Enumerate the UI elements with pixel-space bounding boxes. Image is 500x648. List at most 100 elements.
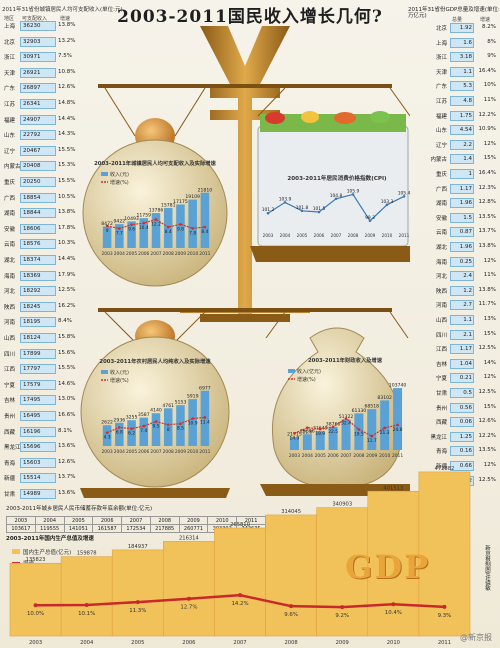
right-row-region: 贵州 <box>435 405 447 412</box>
bar <box>302 434 312 450</box>
left-row-income: 22792 <box>20 130 56 141</box>
gdp-bar <box>60 556 113 637</box>
left-row-region: 辽宁 <box>4 148 16 155</box>
chart-title: 2003-2011年居民消费价格指数(CPI) <box>287 174 387 182</box>
right-row-growth: 13.5% <box>478 447 496 454</box>
growth-value-label: 21.3 <box>380 430 390 436</box>
right-row-region: 山西 <box>435 318 447 324</box>
right-row-total: 0.56 <box>450 402 474 413</box>
growth-value-label: 10.9 <box>188 421 198 427</box>
growth-line <box>106 218 205 230</box>
growth-point <box>383 426 386 430</box>
x-tick-label: 2003 <box>263 233 274 238</box>
legend-label-bar: 收入(亿元) <box>297 368 321 375</box>
upper-beam <box>98 84 392 88</box>
right-row-region: 内蒙古 <box>430 157 447 164</box>
left-row-growth: 13.8% <box>58 209 76 216</box>
left-row-growth: 17.8% <box>58 224 76 231</box>
growth-value-label: 10.4 <box>139 225 149 231</box>
right-row-total: 2.1 <box>450 329 474 340</box>
bar <box>188 399 197 446</box>
growth-value-label: 7.8 <box>189 230 196 236</box>
gdp-bar-value-label: 184937 <box>128 544 148 550</box>
gdp-bar-value-label: 472882 <box>435 466 455 472</box>
left-row-growth: 8.1% <box>58 427 72 434</box>
growth-value-label: 12.2 <box>151 221 161 227</box>
right-row-region: 四川 <box>435 332 447 339</box>
left-row-growth: 15.3% <box>58 162 76 169</box>
right-col-growth: 增速 <box>480 17 491 23</box>
left-row-growth: 14.4% <box>58 256 76 262</box>
bar <box>176 405 185 446</box>
growth-value-label: 8.5 <box>177 426 184 432</box>
left-row-region: 山西 <box>4 336 16 342</box>
growth-value-label: 19.9 <box>315 431 325 437</box>
right-row-growth: 16.4% <box>478 170 496 176</box>
bar-value-label: 4140 <box>150 408 162 414</box>
bar <box>188 199 197 248</box>
right-row-region: 山东 <box>435 128 447 135</box>
growth-point <box>396 423 399 427</box>
deposit-value: 119555 <box>34 524 65 533</box>
left-row-income: 30971 <box>20 52 56 63</box>
growth-point <box>293 432 296 435</box>
watermark: @新京报 <box>460 633 492 642</box>
left-row-region: 新疆 <box>4 476 16 483</box>
cpi-point <box>351 193 355 196</box>
growth-point <box>166 225 170 229</box>
left-row-growth: 10.5% <box>58 193 76 200</box>
left-row-region: 安徽 <box>4 226 16 233</box>
deposit-value: 103617 <box>6 524 36 533</box>
growth-point <box>203 416 207 419</box>
left-row-growth: 16.6% <box>58 412 76 418</box>
gdp-legend-label: 国内生产总值(亿元) <box>23 548 71 556</box>
left-panel-unit: (单位:元) <box>100 7 123 13</box>
bar <box>139 218 149 248</box>
left-row-income: 20250 <box>20 177 56 187</box>
x-tick-label: 2004 <box>80 640 94 646</box>
left-row-region: 河南 <box>4 320 16 327</box>
growth-value-label: 11.7 <box>367 438 377 444</box>
left-row-region: 陕西 <box>4 304 16 311</box>
right-row-total: 1.6 <box>450 37 474 48</box>
gdp-bar <box>367 490 420 637</box>
x-tick-label: 2003 <box>102 449 113 455</box>
growth-point <box>154 218 158 221</box>
x-tick-label: 2011 <box>399 233 410 238</box>
left-col-income: 可支配收入 <box>22 16 48 22</box>
gdp-bar <box>214 527 266 637</box>
growth-value-label: 6.2 <box>128 431 135 437</box>
growth-value-label: 7.4 <box>140 428 147 434</box>
x-tick-label: 2005 <box>126 251 137 257</box>
left-row-income: 20408 <box>20 161 56 172</box>
left-row-growth: 14.8% <box>58 100 76 106</box>
right-row-region: 黑龙江 <box>430 434 447 441</box>
left-row-growth: 15.5% <box>58 178 76 184</box>
x-tick-label: 2009 <box>365 233 376 238</box>
deposit-table: 2003 2004 2005 2006 2007 2008 2009 2010 2011 103… <box>6 516 266 533</box>
gdp-bar-value-label: 401513 <box>383 485 403 491</box>
right-row-region: 陕西 <box>435 288 447 295</box>
left-row-region: 宁夏 <box>4 382 16 389</box>
source-credit: 新京报制图/许骁敏 <box>484 545 490 591</box>
right-row-total: 0.25 <box>450 256 474 267</box>
x-tick-label: 2004 <box>114 449 125 455</box>
bar <box>139 417 149 446</box>
right-row-growth: 15% <box>483 403 496 410</box>
left-row-income: 15603 <box>20 457 56 468</box>
bar <box>102 425 112 446</box>
right-row-growth: 9% <box>487 53 496 60</box>
left-row-region: 福建 <box>4 117 16 124</box>
bar <box>393 388 403 450</box>
bar <box>200 192 210 248</box>
bar-value-label: 19109 <box>185 194 200 200</box>
right-row-total: 3.18 <box>450 52 474 63</box>
chart-title: 2003-2011年农村居民人均纯收入及实际增速 <box>99 357 211 365</box>
right-row-growth: 8% <box>487 38 496 45</box>
left-row-region: 四川 <box>4 351 16 358</box>
left-row-income: 36230 <box>20 21 56 31</box>
gdp-bar <box>265 514 317 637</box>
gdp-growth-point <box>84 602 89 607</box>
bar-value-label: 103740 <box>389 383 407 389</box>
